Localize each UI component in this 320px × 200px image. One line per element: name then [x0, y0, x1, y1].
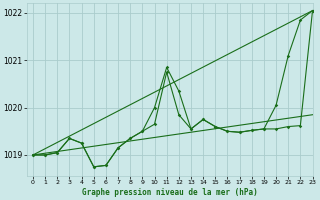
X-axis label: Graphe pression niveau de la mer (hPa): Graphe pression niveau de la mer (hPa)	[82, 188, 258, 197]
